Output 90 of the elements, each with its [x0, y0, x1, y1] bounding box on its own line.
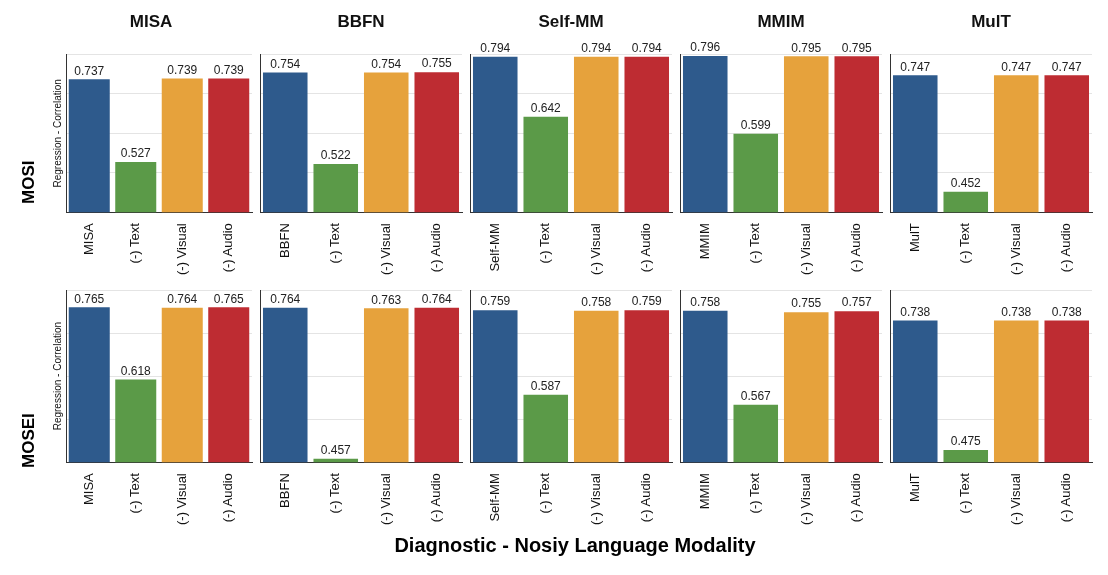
- x-tick-label: (-) Visual: [377, 473, 393, 526]
- data-label: 0.796: [690, 40, 721, 55]
- data-label: 0.618: [120, 363, 152, 378]
- data-label: 0.475: [950, 434, 982, 449]
- data-label: 0.738: [900, 304, 931, 319]
- data-label: 0.747: [1051, 59, 1083, 74]
- data-label: 0.738: [1001, 304, 1032, 319]
- x-tick-label: (-) Text: [957, 472, 973, 514]
- data-label: 0.739: [167, 62, 198, 77]
- data-label: 0.755: [421, 56, 453, 71]
- x-tick-label: BBFN: [276, 473, 292, 508]
- x-tick-label: (-) Visual: [173, 473, 189, 526]
- x-tick-label: (-) Audio: [1058, 223, 1074, 273]
- x-tick-label: MISA: [80, 222, 96, 256]
- x-tick-label: (-) Visual: [1007, 223, 1023, 276]
- data-label: 0.754: [270, 56, 301, 71]
- x-tick-label: (-) Visual: [173, 223, 189, 276]
- x-tick-label: (-) Text: [327, 222, 343, 264]
- data-label: 0.738: [1051, 304, 1083, 319]
- x-tick-label: (-) Audio: [638, 473, 654, 523]
- x-tick-label: (-) Text: [957, 222, 973, 264]
- x-tick-label: (-) Visual: [587, 473, 603, 526]
- chart-title: MISA: [129, 11, 173, 31]
- data-label: 0.795: [791, 40, 822, 55]
- chart-title: MulT: [971, 11, 1012, 31]
- data-label: 0.755: [791, 296, 822, 311]
- x-tick-label: (-) Visual: [587, 223, 603, 276]
- text: MOSI: [19, 160, 39, 204]
- data-label: 0.754: [371, 56, 402, 71]
- x-tick-label: (-) Audio: [428, 473, 444, 523]
- data-label: 0.457: [320, 443, 352, 458]
- x-tick-label: MMIM: [696, 223, 712, 260]
- x-tick-label: MMIM: [696, 473, 712, 510]
- data-label: 0.452: [950, 176, 982, 191]
- data-label: 0.759: [480, 294, 511, 309]
- x-tick-label: (-) Audio: [638, 223, 654, 273]
- data-label: 0.747: [900, 59, 931, 74]
- chart-title: MMIM: [757, 11, 805, 31]
- data-label: 0.642: [530, 101, 562, 116]
- data-label: 0.765: [213, 291, 245, 306]
- data-label: 0.587: [530, 379, 562, 394]
- data-label: 0.567: [740, 388, 772, 403]
- chart-title: Self-MM: [538, 11, 604, 31]
- x-tick-label: (-) Audio: [220, 223, 236, 273]
- x-tick-label: (-) Audio: [1058, 473, 1074, 523]
- x-tick-label: (-) Audio: [428, 223, 444, 273]
- x-tick-label: (-) Text: [127, 222, 143, 264]
- x-tick-label: Self-MM: [486, 223, 502, 272]
- data-label: 0.794: [631, 41, 663, 56]
- data-label: 0.599: [740, 118, 772, 133]
- text: Diagnostic - Nosiy Language Modality: [393, 534, 757, 557]
- data-label: 0.758: [690, 294, 721, 309]
- x-tick-label: (-) Audio: [848, 473, 864, 523]
- data-label: 0.763: [371, 292, 402, 307]
- x-tick-label: (-) Visual: [1007, 473, 1023, 526]
- x-tick-label: (-) Visual: [377, 223, 393, 276]
- x-tick-label: (-) Visual: [797, 223, 813, 276]
- data-label: 0.747: [1001, 59, 1032, 74]
- x-tick-label: MulT: [906, 223, 922, 253]
- chart-title: BBFN: [337, 11, 385, 31]
- data-label: 0.737: [74, 63, 105, 78]
- y-axis-title: Regression - Correlation: [51, 321, 63, 431]
- data-label: 0.758: [581, 294, 612, 309]
- y-axis-title: Regression - Correlation: [51, 79, 63, 188]
- data-label: 0.764: [270, 292, 301, 307]
- data-label: 0.739: [213, 62, 245, 77]
- data-label: 0.795: [841, 40, 873, 55]
- data-label: 0.794: [581, 41, 612, 56]
- data-label: 0.764: [167, 292, 198, 307]
- data-label: 0.759: [631, 294, 663, 309]
- data-label: 0.765: [74, 291, 105, 306]
- x-tick-label: (-) Text: [747, 472, 763, 514]
- x-tick-label: (-) Text: [747, 222, 763, 264]
- x-tick-label: BBFN: [276, 223, 292, 258]
- x-tick-label: MISA: [80, 472, 96, 506]
- x-tick-label: (-) Text: [537, 472, 553, 514]
- x-tick-label: (-) Text: [127, 472, 143, 514]
- x-tick-label: (-) Text: [537, 222, 553, 264]
- x-tick-label: (-) Audio: [848, 223, 864, 273]
- data-label: 0.794: [480, 41, 511, 56]
- data-label: 0.757: [841, 295, 873, 310]
- x-tick-label: MulT: [906, 473, 922, 503]
- x-tick-label: Self-MM: [486, 473, 502, 522]
- data-label: 0.764: [421, 292, 453, 307]
- text: MOSEI: [19, 413, 39, 468]
- data-label: 0.522: [320, 148, 352, 163]
- x-tick-label: (-) Text: [327, 472, 343, 514]
- x-tick-label: (-) Audio: [220, 473, 236, 523]
- data-label: 0.527: [120, 146, 152, 161]
- x-tick-label: (-) Visual: [797, 473, 813, 526]
